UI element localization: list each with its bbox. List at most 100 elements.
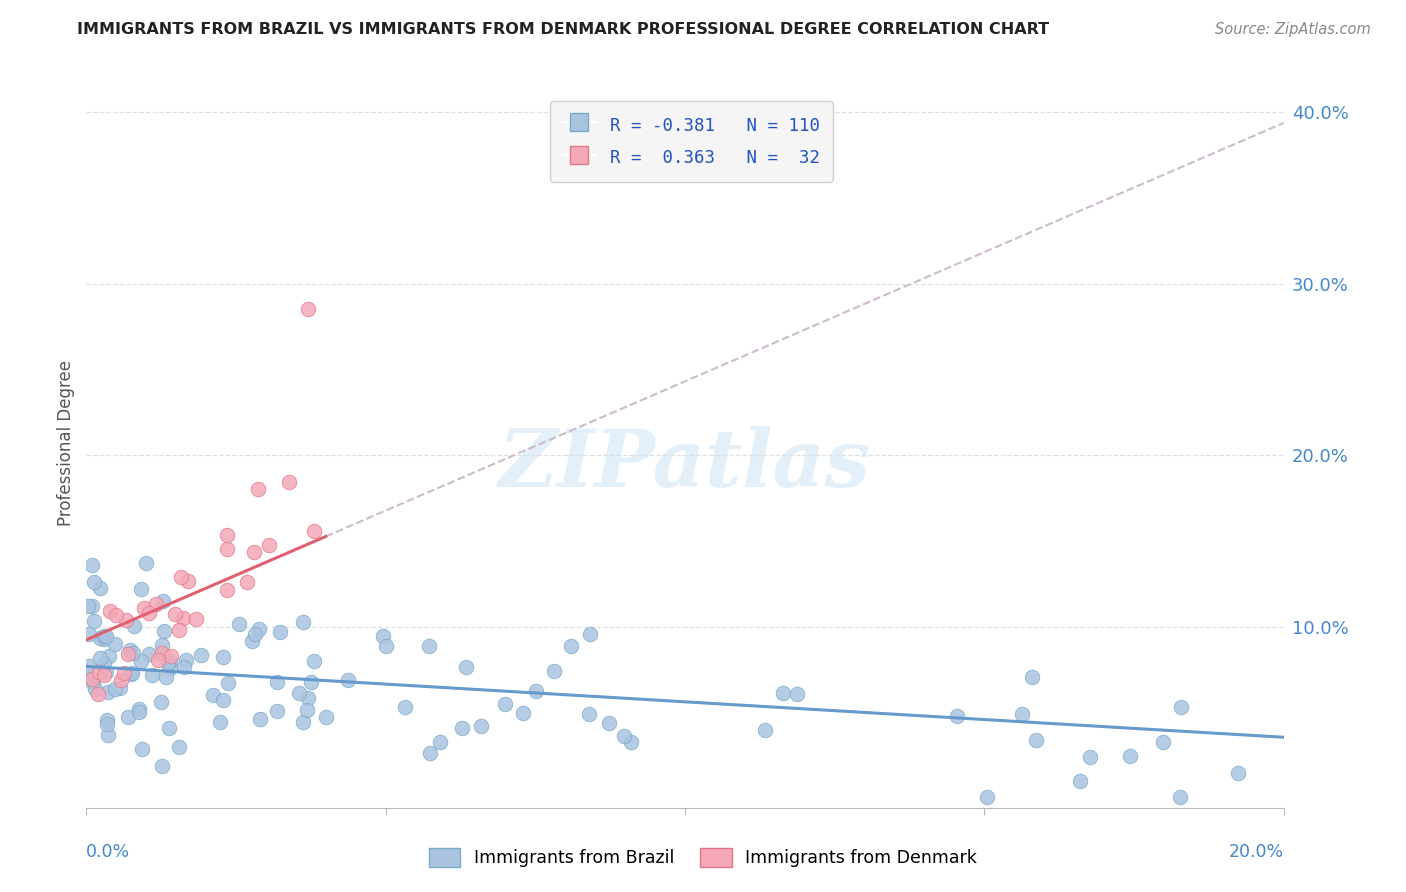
Point [217,541,239,556]
Point [172,611,194,625]
Point [150,758,173,772]
Point [543,664,565,678]
Point [249,712,271,726]
Point [121,666,143,681]
Point [394,699,416,714]
Point [295,703,318,717]
Point [976,790,998,805]
Point [82,599,104,613]
Point [77,627,100,641]
Point [100,604,122,618]
Point [754,723,776,737]
Point [1168,790,1191,805]
Point [579,627,602,641]
Point [112,666,135,681]
Point [228,617,250,632]
Point [299,674,322,689]
Text: IMMIGRANTS FROM BRAZIL VS IMMIGRANTS FROM DENMARK PROFESSIONAL DEGREE CORRELATIO: IMMIGRANTS FROM BRAZIL VS IMMIGRANTS FRO… [77,22,1049,37]
Point [266,704,288,718]
Point [87,665,110,680]
Text: 0.0%: 0.0% [86,843,131,862]
Point [96,665,118,680]
Point [1226,765,1249,780]
Point [297,302,319,317]
Point [82,673,104,687]
Point [174,653,197,667]
Point [613,729,636,743]
Point [291,714,314,729]
Point [236,575,259,590]
Point [150,638,173,652]
Point [153,624,176,638]
Point [297,690,319,705]
Point [512,706,534,720]
Point [104,637,127,651]
Point [247,622,270,636]
Point [157,721,180,735]
Point [93,668,115,682]
Point [157,656,180,670]
Point [141,668,163,682]
Point [76,665,98,680]
Point [145,598,167,612]
Point [240,633,263,648]
Point [146,652,169,666]
Legend: Immigrants from Brazil, Immigrants from Denmark: Immigrants from Brazil, Immigrants from … [422,841,984,874]
Point [1152,735,1174,749]
Point [1170,700,1192,714]
Point [371,629,394,643]
Point [429,735,451,749]
Point [246,482,269,496]
Point [494,697,516,711]
Point [169,624,191,638]
Point [292,615,315,630]
Point [135,556,157,570]
Point [1078,750,1101,764]
Point [159,654,181,668]
Point [122,646,145,660]
Point [302,524,325,538]
Point [419,746,441,760]
Point [165,607,187,622]
Point [97,649,120,664]
Point [87,687,110,701]
Point [96,629,118,643]
Point [190,648,212,662]
Point [93,657,115,671]
Point [97,685,120,699]
Point [110,673,132,688]
Point [1119,749,1142,764]
Point [131,742,153,756]
Point [82,676,104,690]
Point [217,583,239,598]
Point [524,684,547,698]
Point [1025,733,1047,747]
Point [76,599,98,614]
Point [105,608,128,623]
Text: ZIPatlas: ZIPatlas [499,425,870,503]
Y-axis label: Professional Degree: Professional Degree [58,359,75,525]
Point [772,686,794,700]
Point [114,613,136,627]
Point [159,648,181,663]
Point [184,612,207,626]
Point [155,670,177,684]
Point [93,630,115,644]
Point [215,528,238,542]
Point [150,647,173,661]
Point [304,654,326,668]
Point [83,682,105,697]
Point [89,650,111,665]
Point [208,714,231,729]
Point [315,710,337,724]
Point [93,632,115,646]
Point [1011,706,1033,721]
Point [257,538,280,552]
Point [138,606,160,620]
Point [83,574,105,589]
Text: 20.0%: 20.0% [1229,843,1284,862]
Point [1069,774,1091,789]
Point [132,601,155,615]
Point [149,695,172,709]
Point [122,619,145,633]
